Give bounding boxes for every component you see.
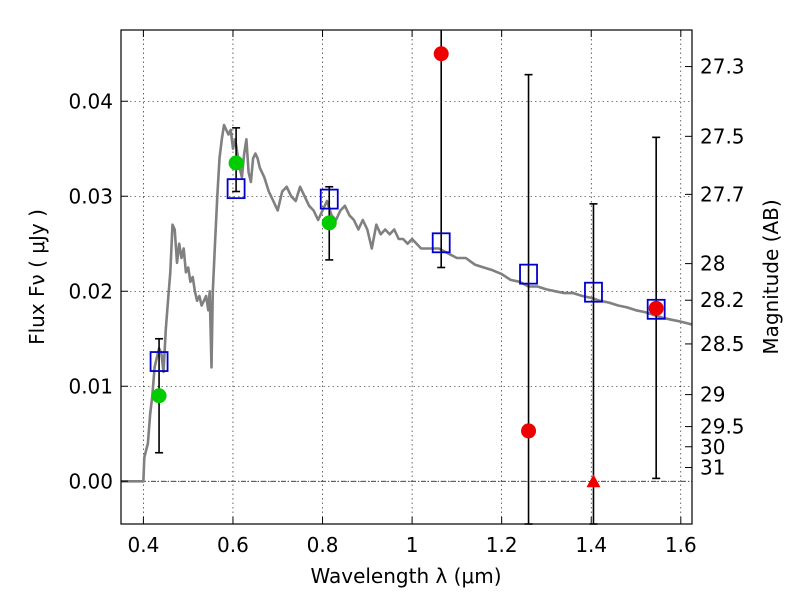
photometry-markers [149, 46, 666, 488]
y-tick-label: 0.03 [68, 184, 113, 208]
y-axis-label: Flux Fν ( μJy ) [25, 209, 49, 345]
magnitude-tick-label: 27.7 [700, 182, 745, 206]
model-spectrum [121, 123, 693, 483]
grid-lines [121, 30, 692, 524]
magnitude-tick-label: 31 [700, 456, 725, 480]
magnitude-axis-label: Magnitude (AB) [759, 199, 783, 354]
observed-flux-point [521, 423, 537, 439]
magnitude-tick-label: 28.5 [700, 332, 745, 356]
model-flux-square [431, 232, 451, 254]
observed-flux-point [151, 388, 167, 404]
magnitude-tick-label: 28 [700, 252, 725, 276]
magnitude-tick-label: 27.5 [700, 124, 745, 148]
x-tick-label: 0.4 [127, 533, 159, 557]
upper-limit-triangle [586, 474, 601, 488]
y-tick-label: 0.01 [68, 374, 113, 398]
model-flux-square [226, 178, 246, 200]
x-tick-label: 0.6 [217, 533, 249, 557]
model-spectrum-line [121, 123, 693, 483]
model-flux-square [149, 351, 169, 372]
model-flux-square [319, 188, 339, 210]
plot-frame [120, 29, 693, 525]
error-bar [524, 73, 533, 525]
y-tick-label: 0.02 [68, 279, 113, 303]
magnitude-tick-label: 28.2 [700, 288, 745, 312]
x-tick-label: 1 [406, 533, 419, 557]
axis-ticks [121, 30, 692, 524]
magnitude-tick-label: 29 [700, 383, 725, 407]
error-bars [155, 30, 661, 525]
x-tick-label: 1.6 [665, 533, 697, 557]
x-tick-label: 0.8 [307, 533, 339, 557]
y-tick-label: 0.00 [68, 469, 113, 493]
observed-flux-point [433, 46, 449, 62]
model-flux-square [646, 298, 666, 320]
x-axis-label: Wavelength λ (μm) [310, 564, 501, 588]
model-flux-square [584, 281, 603, 303]
x-tick-label: 1.4 [575, 533, 607, 557]
magnitude-tick-label: 29.5 [700, 415, 745, 439]
y-tick-label: 0.04 [68, 89, 113, 113]
observed-flux-point [228, 155, 244, 171]
magnitude-tick-label: 30 [700, 435, 725, 459]
observed-flux-point [321, 215, 337, 231]
observed-flux-point [648, 300, 664, 316]
model-flux-square [519, 263, 538, 285]
tick-labels: 0.4 0.6 0.8 1 1.2 1.4 1.6 0.00 0.01 0.02 0.03 0.04 2… [68, 55, 744, 557]
x-tick-label: 1.2 [486, 533, 518, 557]
magnitude-tick-label: 27.3 [700, 55, 745, 79]
error-bar [437, 30, 446, 269]
